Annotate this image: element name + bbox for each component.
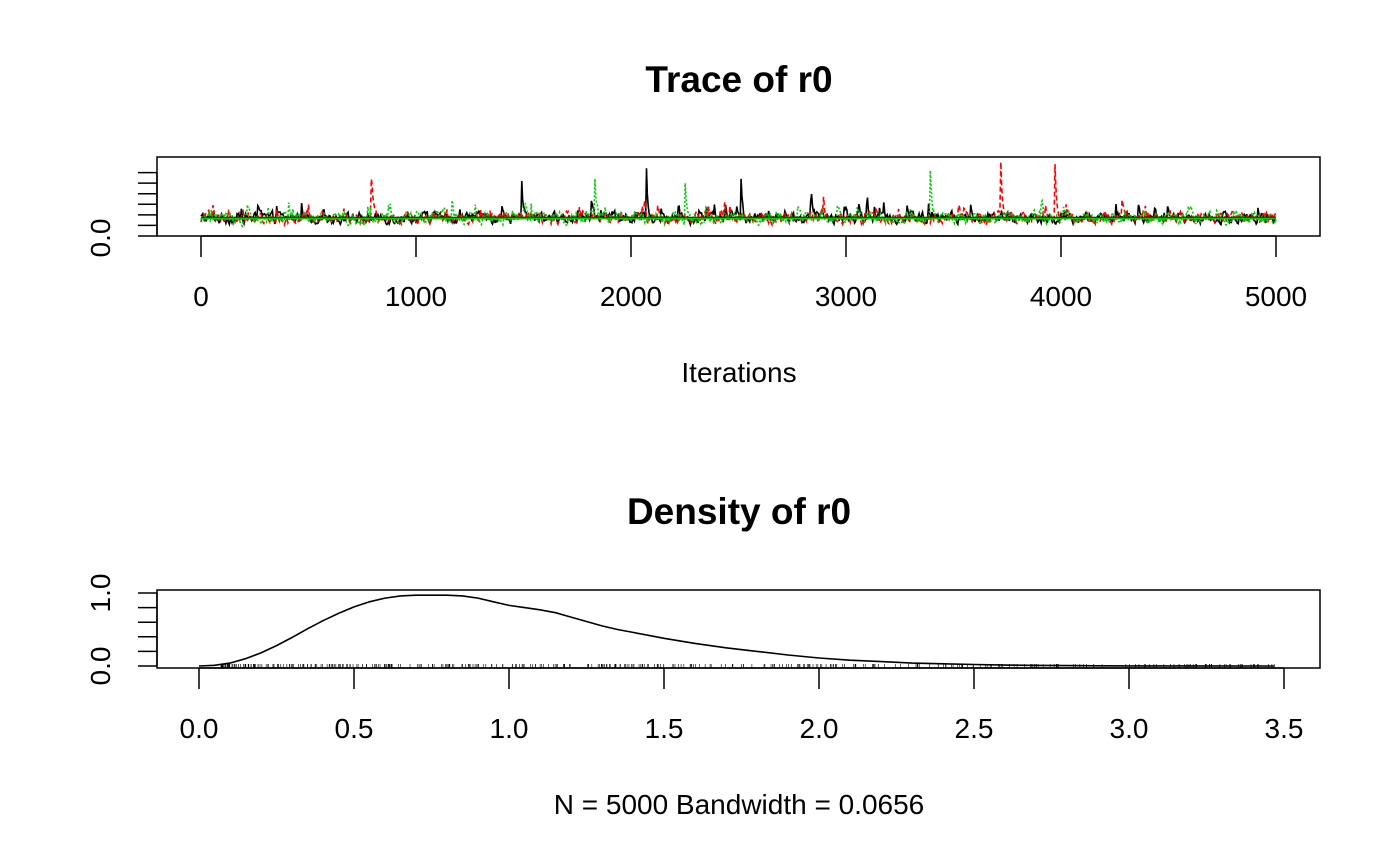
trace-x-tick-label: 0	[193, 281, 209, 312]
trace-panel: Trace of r0 0 1000 2000 3000 4000 5000 0.0 It…	[85, 59, 1321, 388]
density-x-tick-label: 3.0	[1110, 713, 1149, 744]
density-x-tick-label: 1.5	[645, 713, 684, 744]
trace-x-tick-label: 5000	[1245, 281, 1307, 312]
trace-x-tick-label: 1000	[385, 281, 447, 312]
density-plot-frame	[156, 589, 1321, 669]
density-x-tick-label: 0.5	[335, 713, 374, 744]
trace-series-group	[200, 161, 1277, 228]
density-x-tick-label: 3.5	[1265, 713, 1304, 744]
density-x-axis: 0.0 0.5 1.0 1.5 2.0 2.5 3.0 3.5	[180, 667, 1304, 744]
density-y-tick-label: 0.0	[85, 647, 116, 686]
trace-x-label: Iterations	[681, 357, 796, 388]
trace-x-tick-label: 4000	[1030, 281, 1092, 312]
density-x-tick-label: 2.0	[800, 713, 839, 744]
density-y-tick-label: 1.0	[85, 574, 116, 613]
density-x-tick-label: 2.5	[955, 713, 994, 744]
trace-x-axis: 0 1000 2000 3000 4000 5000	[193, 235, 1307, 312]
trace-title: Trace of r0	[645, 59, 832, 100]
trace-x-tick-label: 2000	[600, 281, 662, 312]
trace-y-axis: 0.0	[85, 171, 158, 258]
density-x-tick-label: 1.0	[490, 713, 529, 744]
density-y-axis: 0.0 1.0	[85, 574, 158, 686]
trace-x-tick-label: 3000	[815, 281, 877, 312]
density-x-tick-label: 0.0	[180, 713, 219, 744]
density-x-label: N = 5000 Bandwidth = 0.0656	[554, 789, 925, 820]
density-curve	[198, 594, 1275, 667]
trace-y-tick-label: 0.0	[85, 219, 116, 258]
density-title: Density of r0	[627, 491, 851, 532]
density-panel: Density of r0 0.0 0.5 1.0 1.5 2.0 2.5 3.0 3.5 0…	[85, 491, 1321, 820]
